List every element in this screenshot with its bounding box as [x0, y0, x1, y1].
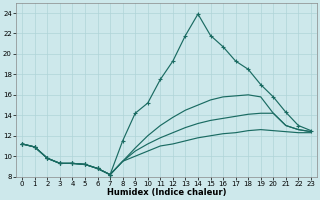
- X-axis label: Humidex (Indice chaleur): Humidex (Indice chaleur): [107, 188, 226, 197]
